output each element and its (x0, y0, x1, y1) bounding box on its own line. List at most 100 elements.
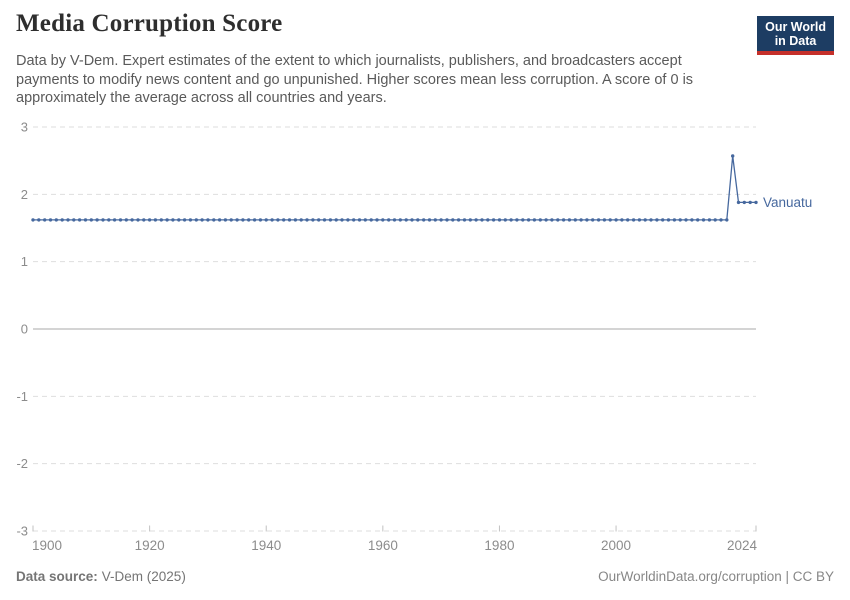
data-point (107, 218, 111, 222)
data-point (124, 218, 128, 222)
data-point (387, 218, 391, 222)
data-point (591, 218, 595, 222)
data-point (736, 200, 741, 205)
data-point (194, 218, 198, 222)
data-point (637, 218, 642, 222)
data-point (48, 218, 53, 222)
data-point (200, 218, 204, 222)
data-point (538, 218, 542, 222)
data-point (696, 218, 700, 222)
data-point (754, 200, 758, 205)
owid-logo-line2: in Data (774, 34, 817, 48)
data-point (305, 218, 309, 222)
data-point (212, 218, 216, 222)
data-point (474, 218, 478, 222)
data-point (643, 218, 647, 222)
data-point (241, 218, 245, 222)
data-point (631, 218, 636, 222)
data-point (655, 218, 659, 222)
data-point (159, 218, 163, 222)
data-point (317, 218, 321, 222)
owid-logo[interactable]: Our World in Data (757, 16, 834, 55)
data-point (334, 218, 338, 222)
data-point (282, 218, 286, 222)
data-point (509, 218, 513, 222)
data-point (375, 218, 379, 222)
data-point (626, 218, 630, 222)
data-line (33, 155, 756, 221)
data-point (398, 218, 402, 222)
data-point (503, 218, 507, 222)
data-source-label: Data source: (16, 569, 98, 584)
data-point (573, 218, 577, 222)
owid-license-link[interactable]: OurWorldinData.org/corruption | CC BY (598, 569, 834, 584)
data-point (620, 218, 624, 222)
y-axis-tick-label: 0 (21, 322, 28, 337)
data-point (177, 218, 181, 222)
data-point (142, 218, 146, 222)
data-point (147, 218, 152, 222)
data-point (422, 218, 426, 222)
data-point (118, 218, 123, 222)
data-point (410, 218, 414, 222)
data-point (37, 218, 41, 222)
data-point (602, 218, 607, 222)
data-point (252, 218, 257, 222)
x-axis-tick-label: 2024 (727, 538, 758, 553)
data-point (89, 218, 94, 222)
data-point (322, 218, 327, 222)
chart-title: Media Corruption Score (16, 10, 283, 37)
data-point (340, 218, 344, 222)
owid-logo-line1: Our World (765, 20, 826, 34)
data-point (136, 218, 140, 222)
data-point (276, 218, 280, 222)
data-point (480, 218, 484, 222)
data-point (439, 218, 443, 222)
data-point (445, 218, 449, 222)
x-axis-tick-label: 1940 (251, 538, 281, 553)
x-axis-tick-label: 1900 (32, 538, 62, 553)
data-point (725, 218, 729, 222)
data-point (392, 218, 397, 222)
data-point (182, 218, 187, 222)
x-axis-tick-label: 1960 (368, 538, 398, 553)
data-point (678, 218, 682, 222)
data-point (357, 218, 362, 222)
data-point (672, 218, 677, 222)
data-point (532, 218, 537, 222)
data-point (247, 218, 251, 222)
data-point (416, 218, 420, 222)
data-point (60, 218, 64, 222)
data-source-value: V-Dem (2025) (101, 569, 186, 584)
data-point (608, 218, 612, 222)
data-point (701, 218, 706, 222)
data-point (567, 218, 572, 222)
data-point (130, 218, 134, 222)
x-axis-tick-label: 1980 (484, 538, 514, 553)
data-point (550, 218, 554, 222)
data-point (713, 218, 717, 222)
data-point (614, 218, 618, 222)
x-axis-tick-label: 1920 (135, 538, 165, 553)
data-point (258, 218, 263, 222)
data-point (54, 218, 58, 222)
data-point (719, 218, 723, 222)
data-point (270, 218, 274, 222)
data-point (381, 218, 385, 222)
data-point (153, 218, 158, 222)
data-source-note: Data source: V-Dem (2025) (16, 569, 186, 584)
data-point (515, 218, 519, 222)
data-point (188, 218, 193, 222)
data-point (748, 200, 752, 205)
data-point (43, 218, 47, 222)
data-point (77, 218, 82, 222)
data-point (684, 218, 688, 222)
data-point (112, 218, 117, 222)
data-point (491, 218, 496, 222)
data-point (369, 218, 373, 222)
data-point (707, 218, 712, 222)
y-axis-tick-label: 2 (21, 187, 28, 202)
chart-subtitle: Data by V-Dem. Expert estimates of the e… (16, 53, 694, 106)
